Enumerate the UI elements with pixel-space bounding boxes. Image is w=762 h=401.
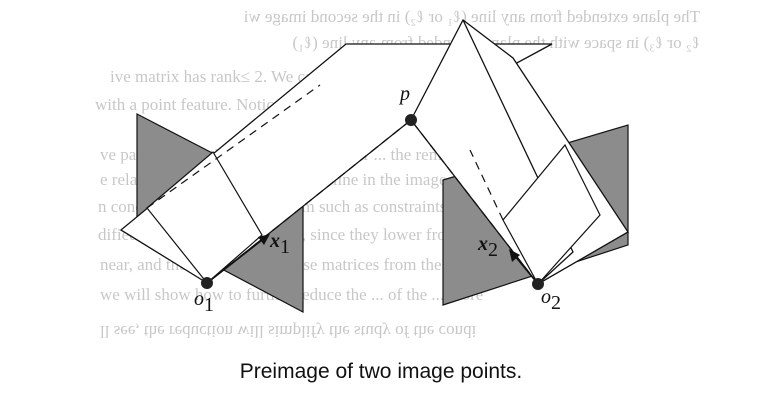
label-x2-base: x: [477, 233, 488, 255]
point-o2: [532, 278, 544, 290]
point-o1: [201, 277, 213, 289]
label-x1: x1: [269, 230, 290, 258]
label-o1: o1: [194, 288, 214, 316]
right-plane-outline: [462, 19, 574, 285]
point-p: [405, 114, 417, 126]
label-o1-base: o: [194, 288, 204, 310]
ghost-line-10: ll see, the reduction will simplify the …: [100, 322, 477, 341]
left-plane-dashed-edge: [146, 84, 321, 209]
arrow-x2: [509, 249, 539, 285]
label-o2-sub: 2: [551, 292, 561, 314]
figure-caption: Preimage of two image points.: [239, 360, 523, 383]
label-x1-sub: 1: [280, 236, 290, 258]
ghost-line-0: The plane extended from any line (ℓ₁ or …: [243, 7, 700, 26]
label-o1-sub: 1: [204, 294, 214, 316]
label-o2: o2: [541, 286, 561, 314]
label-x2-sub: 2: [488, 239, 498, 261]
label-p: p: [398, 83, 410, 105]
arrow-x1: [206, 234, 270, 284]
label-x2: x2: [477, 233, 498, 261]
label-o2-base: o: [541, 286, 551, 308]
label-x1-base: x: [269, 230, 280, 252]
left-plane-inner-white: [146, 151, 263, 284]
